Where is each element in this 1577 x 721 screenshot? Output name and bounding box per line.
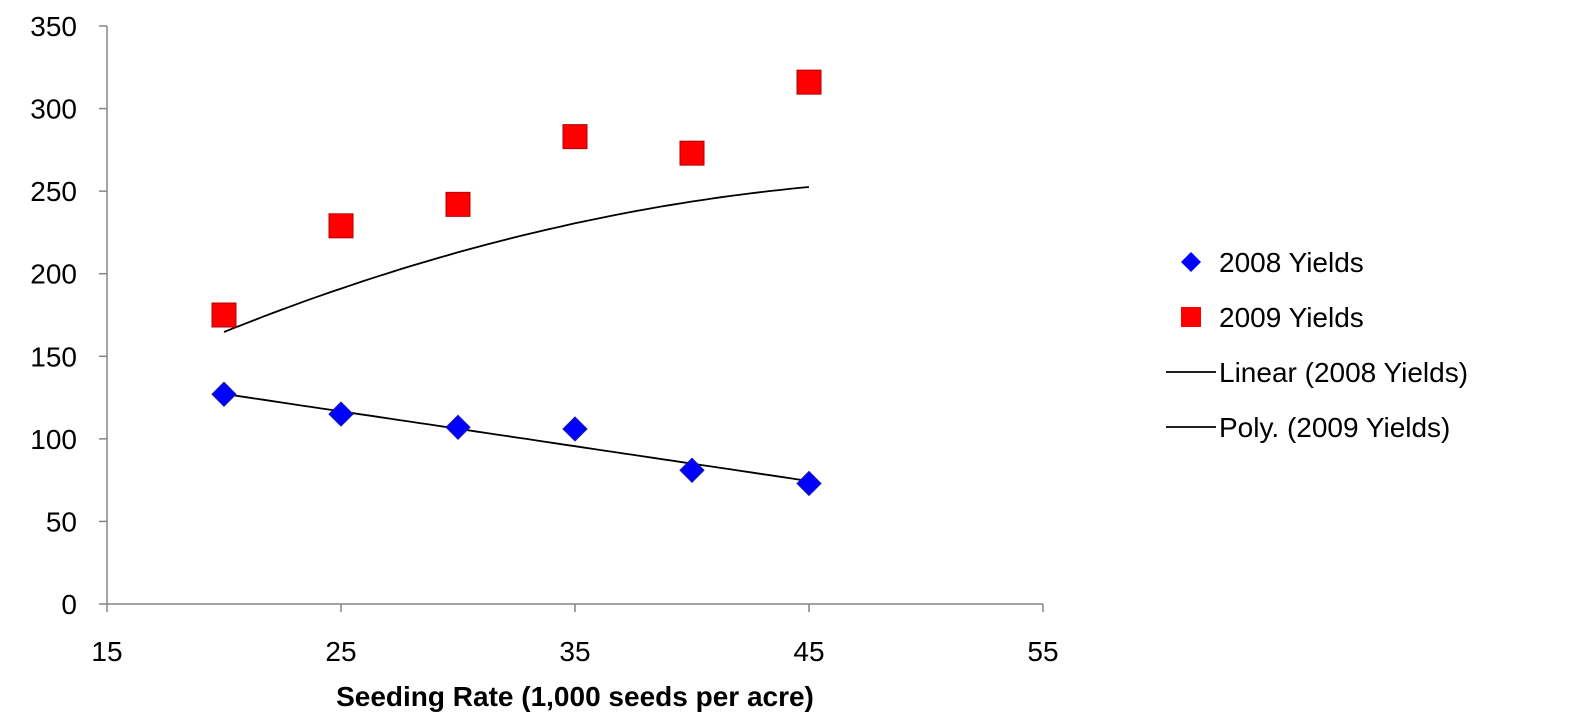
trendline-poly-2009 <box>223 186 810 333</box>
legend-poly-2009: Poly. (2009 Yields) <box>1166 412 1450 443</box>
legend-diamond-swatch <box>1181 252 1201 272</box>
legend-label: Poly. (2009 Yields) <box>1219 412 1450 443</box>
y-tick-label: 100 <box>30 424 77 455</box>
legend-label: 2009 Yields <box>1219 302 1364 333</box>
legend-label: 2008 Yields <box>1219 247 1364 278</box>
trendlines <box>223 186 810 482</box>
point-2009-yields <box>328 213 354 239</box>
trendline-linear-2008 <box>223 393 810 482</box>
point-2008-yields <box>679 457 705 483</box>
y-tick-label: 150 <box>30 341 77 372</box>
legend: 2008 Yields 2009 Yields Linear (2008 Yield… <box>1166 247 1468 443</box>
x-axis-title: Seeding Rate (1,000 seeds per acre) <box>336 681 814 712</box>
x-tick-label: 35 <box>559 636 590 667</box>
point-2008-yields <box>445 414 471 441</box>
point-2009-yields <box>679 140 705 166</box>
point-2009-yields <box>445 191 471 217</box>
point-2009-yields <box>211 302 237 328</box>
x-tick-label: 55 <box>1027 636 1058 667</box>
tick-labels: 0 50 100 150 200 250 300 350 15 25 35 45 55 <box>30 11 1058 667</box>
legend-label: Linear (2008 Yields) <box>1219 357 1468 388</box>
legend-2009-yields: 2009 Yields <box>1181 302 1364 333</box>
point-2008-yields <box>562 416 588 442</box>
legend-square-swatch <box>1181 307 1201 327</box>
y-tick-label: 200 <box>30 259 77 290</box>
point-2008-yields <box>796 470 822 497</box>
axes <box>99 25 1044 612</box>
data-markers <box>211 69 822 497</box>
y-tick-label: 250 <box>30 176 77 207</box>
x-tick-label: 45 <box>793 636 824 667</box>
legend-linear-2008: Linear (2008 Yields) <box>1166 357 1468 388</box>
point-2009-yields <box>796 69 822 95</box>
y-tick-label: 300 <box>30 94 77 125</box>
point-2009-yields <box>562 124 588 150</box>
y-tick-label: 50 <box>46 506 77 537</box>
x-tick-label: 25 <box>325 636 356 667</box>
point-2008-yields <box>211 381 237 407</box>
legend-2008-yields: 2008 Yields <box>1181 247 1364 278</box>
point-2008-yields <box>328 401 354 427</box>
y-tick-label: 0 <box>61 589 77 620</box>
y-tick-label: 350 <box>30 11 77 42</box>
x-tick-label: 15 <box>91 636 122 667</box>
